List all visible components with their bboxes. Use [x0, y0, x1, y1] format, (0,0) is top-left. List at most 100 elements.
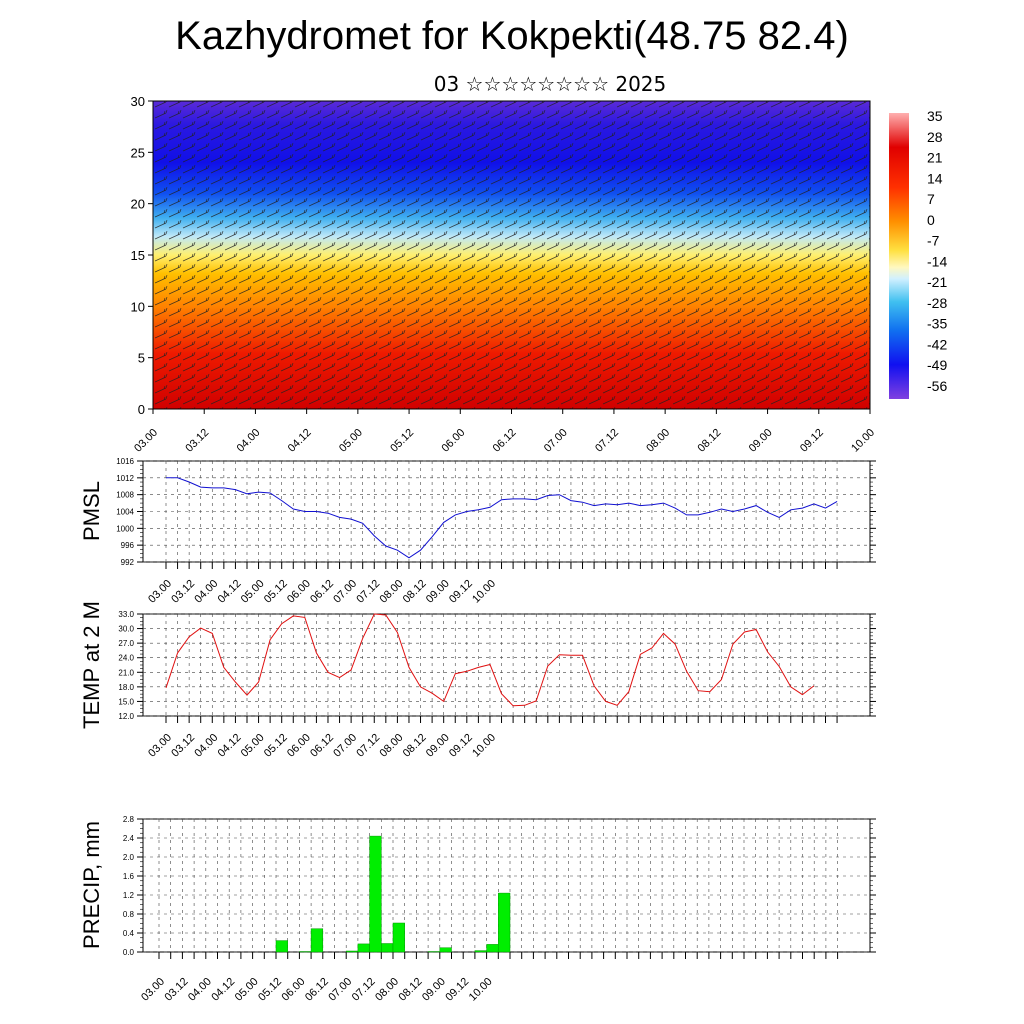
precip-xtick-label: 04.12: [209, 976, 237, 1004]
precip-xtick-label: 08.00: [373, 976, 401, 1004]
pmsl-ytick-label: 1000: [116, 524, 134, 533]
colorbar-label: 35: [927, 108, 943, 124]
cs-xtick-label: 10.00: [849, 427, 877, 455]
precip-bar: [369, 835, 382, 953]
cs-xtick-label: 09.00: [747, 427, 775, 455]
colorbar-label: -7: [927, 233, 940, 249]
cs-ytick-label: 10: [131, 299, 145, 314]
precip-bar: [275, 940, 288, 953]
pmsl-xtick-label: 03.00: [146, 578, 174, 606]
temp-panel: 12.0 15.0 18.0 21.0 24.0 27.0 30.0 33.0 03.0003.…: [79, 601, 876, 760]
cs-xtick-label: 09.12: [798, 427, 826, 455]
temp-ytick-label: 24.0: [118, 654, 134, 663]
precip-ytick-label: 2.0: [123, 853, 135, 862]
colorbar-label: 7: [927, 191, 935, 207]
colorbar-label: 28: [927, 129, 943, 145]
precip-bar: [474, 950, 487, 953]
pmsl-xtick-label: 10.00: [470, 578, 498, 606]
cs-xtick-label: 06.12: [491, 427, 519, 455]
cs-xtick-label: 08.12: [696, 427, 724, 455]
colorbar-label: 14: [927, 170, 943, 186]
colorbar-label: -21: [927, 274, 947, 290]
precip-ytick-label: 2.8: [123, 815, 135, 824]
precip-bar: [357, 943, 370, 953]
cs-xtick-label: 08.00: [644, 427, 672, 455]
precip-ytick-label: 0.4: [123, 929, 135, 938]
precip-xtick-label: 10.00: [467, 976, 495, 1004]
pmsl-xtick-label: 04.00: [192, 578, 220, 606]
pmsl-xtick-label: 07.00: [331, 578, 359, 606]
precip-xtick-label: 05.00: [233, 976, 261, 1004]
page-title: Kazhydromet for Kokpekti(48.75 82.4): [175, 14, 849, 58]
temp-ylabel: TEMP at 2 M: [79, 601, 104, 729]
temp-xtick-label: 04.00: [192, 732, 220, 760]
colorbar-label: -49: [927, 357, 947, 373]
precip-xtick-label: 06.12: [303, 976, 331, 1004]
cs-xtick-label: 03.12: [183, 427, 211, 455]
temp-xtick-label: 10.00: [470, 732, 498, 760]
temp-xtick-label: 06.12: [308, 732, 336, 760]
temp-xtick-label: 03.00: [146, 732, 174, 760]
pmsl-ytick-label: 992: [121, 558, 135, 567]
precip-xtick-label: 09.12: [443, 976, 471, 1004]
colorbar-label: 21: [927, 150, 943, 166]
pmsl-line: [166, 477, 838, 559]
precip-xtick-label: 03.00: [139, 976, 167, 1004]
precip-ytick-label: 1.6: [123, 872, 135, 881]
cs-ytick-label: 20: [131, 197, 145, 212]
colorbar-label: -56: [927, 378, 947, 394]
precip-bar: [345, 950, 359, 953]
precip-xtick-label: 09.00: [420, 976, 448, 1004]
temp-ytick-label: 18.0: [118, 683, 134, 692]
precip-xtick-label: 03.12: [163, 976, 191, 1004]
temp-xtick-label: 04.12: [216, 732, 244, 760]
precip-bar: [486, 944, 499, 953]
colorbar-label: 0: [927, 212, 935, 228]
cs-ytick-label: 25: [131, 145, 145, 160]
precip-bar: [299, 951, 312, 953]
precip-xtick-label: 07.12: [350, 976, 378, 1004]
pmsl-xtick-label: 08.00: [378, 578, 406, 606]
cs-ytick-label: 0: [138, 402, 145, 417]
temp-ytick-label: 30.0: [118, 625, 134, 634]
precip-xtick-label: 06.00: [280, 976, 308, 1004]
pmsl-xtick-label: 09.12: [447, 578, 475, 606]
pmsl-ytick-label: 1012: [116, 474, 134, 483]
wind-barbs: [153, 101, 870, 409]
cs-xtick-label: 05.00: [337, 427, 365, 455]
cs-ytick-label: 30: [131, 94, 145, 109]
precip-bar: [381, 943, 394, 953]
pmsl-xtick-label: 07.12: [354, 578, 382, 606]
temp-xtick-label: 03.12: [169, 732, 197, 760]
cs-xtick-label: 07.00: [542, 427, 570, 455]
precip-ytick-label: 0.8: [123, 910, 135, 919]
pmsl-xtick-label: 05.00: [239, 578, 267, 606]
colorbar: [889, 113, 909, 399]
pmsl-panel: 992 996 1000 1004 1008 1012 1016 03.0003.1204.0…: [79, 457, 876, 606]
pmsl-xtick-label: 06.12: [308, 578, 336, 606]
temp-ytick-label: 15.0: [118, 697, 134, 706]
pmsl-xtick-label: 08.12: [401, 578, 429, 606]
pmsl-xtick-label: 03.12: [169, 578, 197, 606]
temp-ytick-label: 33.0: [118, 610, 134, 619]
temp-xtick-label: 09.12: [447, 732, 475, 760]
cs-xtick-label: 05.12: [388, 427, 416, 455]
cs-xtick-label: 04.12: [286, 427, 314, 455]
temp-xtick-label: 05.00: [239, 732, 267, 760]
precip-xtick-label: 04.00: [186, 976, 214, 1004]
pmsl-ytick-label: 1016: [116, 457, 134, 466]
pmsl-xtick-label: 06.00: [285, 578, 313, 606]
precip-bar: [439, 947, 452, 953]
temp-xtick-label: 06.00: [285, 732, 313, 760]
pmsl-xtick-label: 09.00: [424, 578, 452, 606]
temp-ytick-label: 21.0: [118, 668, 134, 677]
cs-ytick-label: 5: [138, 351, 145, 366]
colorbar-label: -28: [927, 295, 947, 311]
precip-xtick-label: 07.00: [326, 976, 354, 1004]
temp-ytick-label: 12.0: [118, 712, 134, 721]
pmsl-xtick-label: 05.12: [262, 578, 290, 606]
cross-section-panel: 0 5 10 15 20 25 30 03.00 03.12 04.00 04.12 05.00 05.…: [131, 94, 948, 455]
cs-xtick-label: 06.00: [439, 427, 467, 455]
precip-ytick-label: 0.0: [123, 948, 135, 957]
pmsl-xtick-label: 04.12: [216, 578, 244, 606]
